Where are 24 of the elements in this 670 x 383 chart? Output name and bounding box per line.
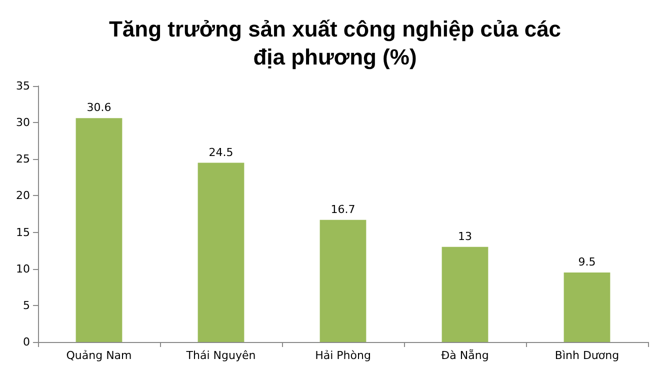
data-label: 30.6 <box>86 101 112 114</box>
bar <box>320 220 366 342</box>
x-tick-label: Thái Nguyên <box>185 349 256 362</box>
data-label: 16.7 <box>330 202 356 216</box>
y-tick-label: 35 <box>16 80 30 92</box>
x-tick-label: Hải Phòng <box>315 349 371 362</box>
bar <box>76 118 122 342</box>
y-tick-label: 30 <box>16 116 30 130</box>
bar <box>564 272 610 342</box>
x-tick-label: Quảng Nam <box>66 349 132 362</box>
y-tick-label: 5 <box>23 298 30 312</box>
y-tick-label: 10 <box>16 262 30 276</box>
y-tick-label: 0 <box>23 336 30 348</box>
data-label: 24.5 <box>208 146 234 159</box>
x-tick-label: Đà Nẵng <box>441 349 489 362</box>
y-tick-label: 20 <box>16 189 30 202</box>
y-tick-label: 15 <box>16 226 30 239</box>
x-tick-label: Bình Dương <box>554 349 620 362</box>
data-label: 9.5 <box>578 256 596 269</box>
chart-title: Tăng trưởng sản xuất công nghiệp của các địa phương (%) <box>108 16 562 70</box>
bar <box>442 246 488 342</box>
y-tick-label: 25 <box>16 152 30 166</box>
bar <box>198 162 244 342</box>
data-label: 13 <box>458 230 472 243</box>
